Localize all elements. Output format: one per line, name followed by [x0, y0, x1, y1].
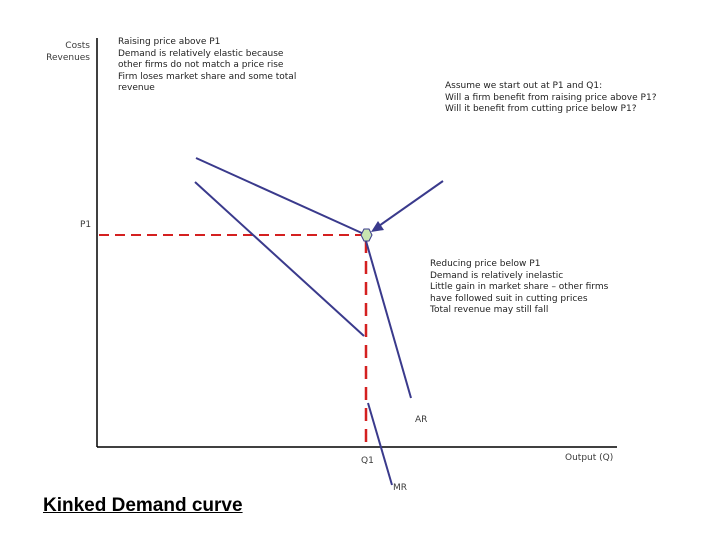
- reducing-note-line: have followed suit in cutting prices: [430, 293, 588, 304]
- pointer-arrow-head: [371, 221, 384, 232]
- assumption-note: Assume we start out at P1 and Q1: Will a…: [445, 81, 656, 116]
- reducing-price-note: Reducing price below P1 Demand is relati…: [430, 259, 608, 317]
- raising-price-note: Raising price above P1 Demand is relativ…: [118, 37, 296, 95]
- raising-note-line: revenue: [118, 83, 155, 93]
- raising-note-line: Demand is relatively elastic because: [118, 48, 284, 59]
- assume-note-line: Assume we start out at P1 and Q1:: [445, 81, 603, 91]
- assume-note-line: Will a firm benefit from raising price a…: [445, 92, 657, 103]
- assume-note-line: Will it benefit from cutting price below…: [445, 104, 637, 114]
- ar-elastic-segment: [195, 157, 365, 235]
- kink-point-marker: [360, 228, 373, 242]
- raising-note-line: other firms do not match a price rise: [118, 60, 284, 70]
- p1-label: P1: [80, 220, 92, 230]
- q1-label: Q1: [361, 456, 374, 466]
- ar-curve-label: AR: [415, 415, 428, 425]
- y-axis-label: Costs Revenues: [44, 40, 90, 64]
- reducing-note-line: Little gain in market share – other firm…: [430, 282, 609, 292]
- mr-upper-segment: [194, 181, 365, 337]
- slide-caption: Kinked Demand curve: [43, 495, 243, 516]
- reducing-note-line: Demand is relatively inelastic: [430, 270, 564, 281]
- y-axis-label-line-2: Revenues: [46, 53, 90, 63]
- y-axis-label-line-1: Costs: [65, 41, 90, 51]
- mr-lower-segment: [367, 402, 393, 486]
- mr-curve-label: MR: [393, 483, 408, 493]
- reducing-note-line: Total revenue may still fall: [430, 305, 549, 315]
- raising-note-line: Raising price above P1: [118, 37, 221, 47]
- reducing-note-line: Reducing price below P1: [430, 259, 541, 269]
- ar-inelastic-segment: [363, 233, 412, 399]
- pointer-arrow-shaft: [375, 180, 444, 229]
- raising-note-line: Firm loses market share and some total: [118, 71, 297, 82]
- x-axis-label: Output (Q): [565, 453, 614, 463]
